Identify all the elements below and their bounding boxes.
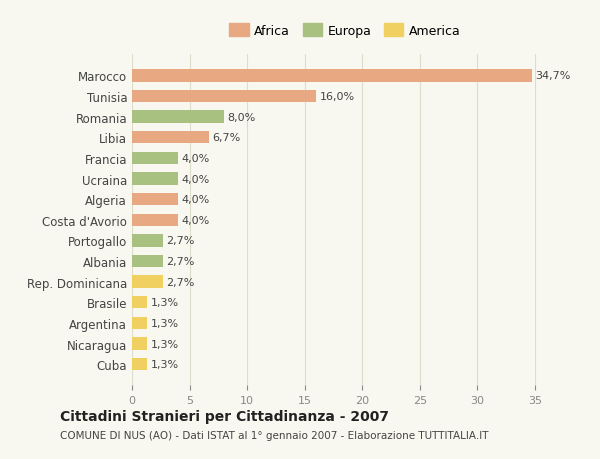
Bar: [132, 91, 316, 103]
Bar: [132, 255, 163, 268]
Bar: [132, 152, 178, 165]
Bar: [132, 358, 147, 370]
Text: 34,7%: 34,7%: [535, 71, 571, 81]
Bar: [132, 132, 209, 144]
Bar: [132, 276, 163, 288]
Text: 4,0%: 4,0%: [182, 174, 210, 184]
Text: 2,7%: 2,7%: [167, 236, 195, 246]
Text: 2,7%: 2,7%: [167, 277, 195, 287]
Text: 4,0%: 4,0%: [182, 215, 210, 225]
Text: 1,3%: 1,3%: [151, 359, 179, 369]
Text: 6,7%: 6,7%: [212, 133, 241, 143]
Text: 1,3%: 1,3%: [151, 297, 179, 308]
Bar: [132, 317, 147, 330]
Bar: [132, 338, 147, 350]
Text: COMUNE DI NUS (AO) - Dati ISTAT al 1° gennaio 2007 - Elaborazione TUTTITALIA.IT: COMUNE DI NUS (AO) - Dati ISTAT al 1° ge…: [60, 431, 488, 440]
Text: 1,3%: 1,3%: [151, 339, 179, 349]
Legend: Africa, Europa, America: Africa, Europa, America: [223, 18, 467, 45]
Text: 2,7%: 2,7%: [167, 257, 195, 267]
Bar: [132, 70, 532, 83]
Bar: [132, 235, 163, 247]
Bar: [132, 111, 224, 123]
Text: 8,0%: 8,0%: [227, 112, 256, 123]
Text: 4,0%: 4,0%: [182, 195, 210, 205]
Bar: [132, 297, 147, 309]
Bar: [132, 173, 178, 185]
Bar: [132, 194, 178, 206]
Text: Cittadini Stranieri per Cittadinanza - 2007: Cittadini Stranieri per Cittadinanza - 2…: [60, 409, 389, 423]
Text: 16,0%: 16,0%: [320, 92, 355, 102]
Bar: [132, 214, 178, 226]
Text: 1,3%: 1,3%: [151, 318, 179, 328]
Text: 4,0%: 4,0%: [182, 154, 210, 163]
